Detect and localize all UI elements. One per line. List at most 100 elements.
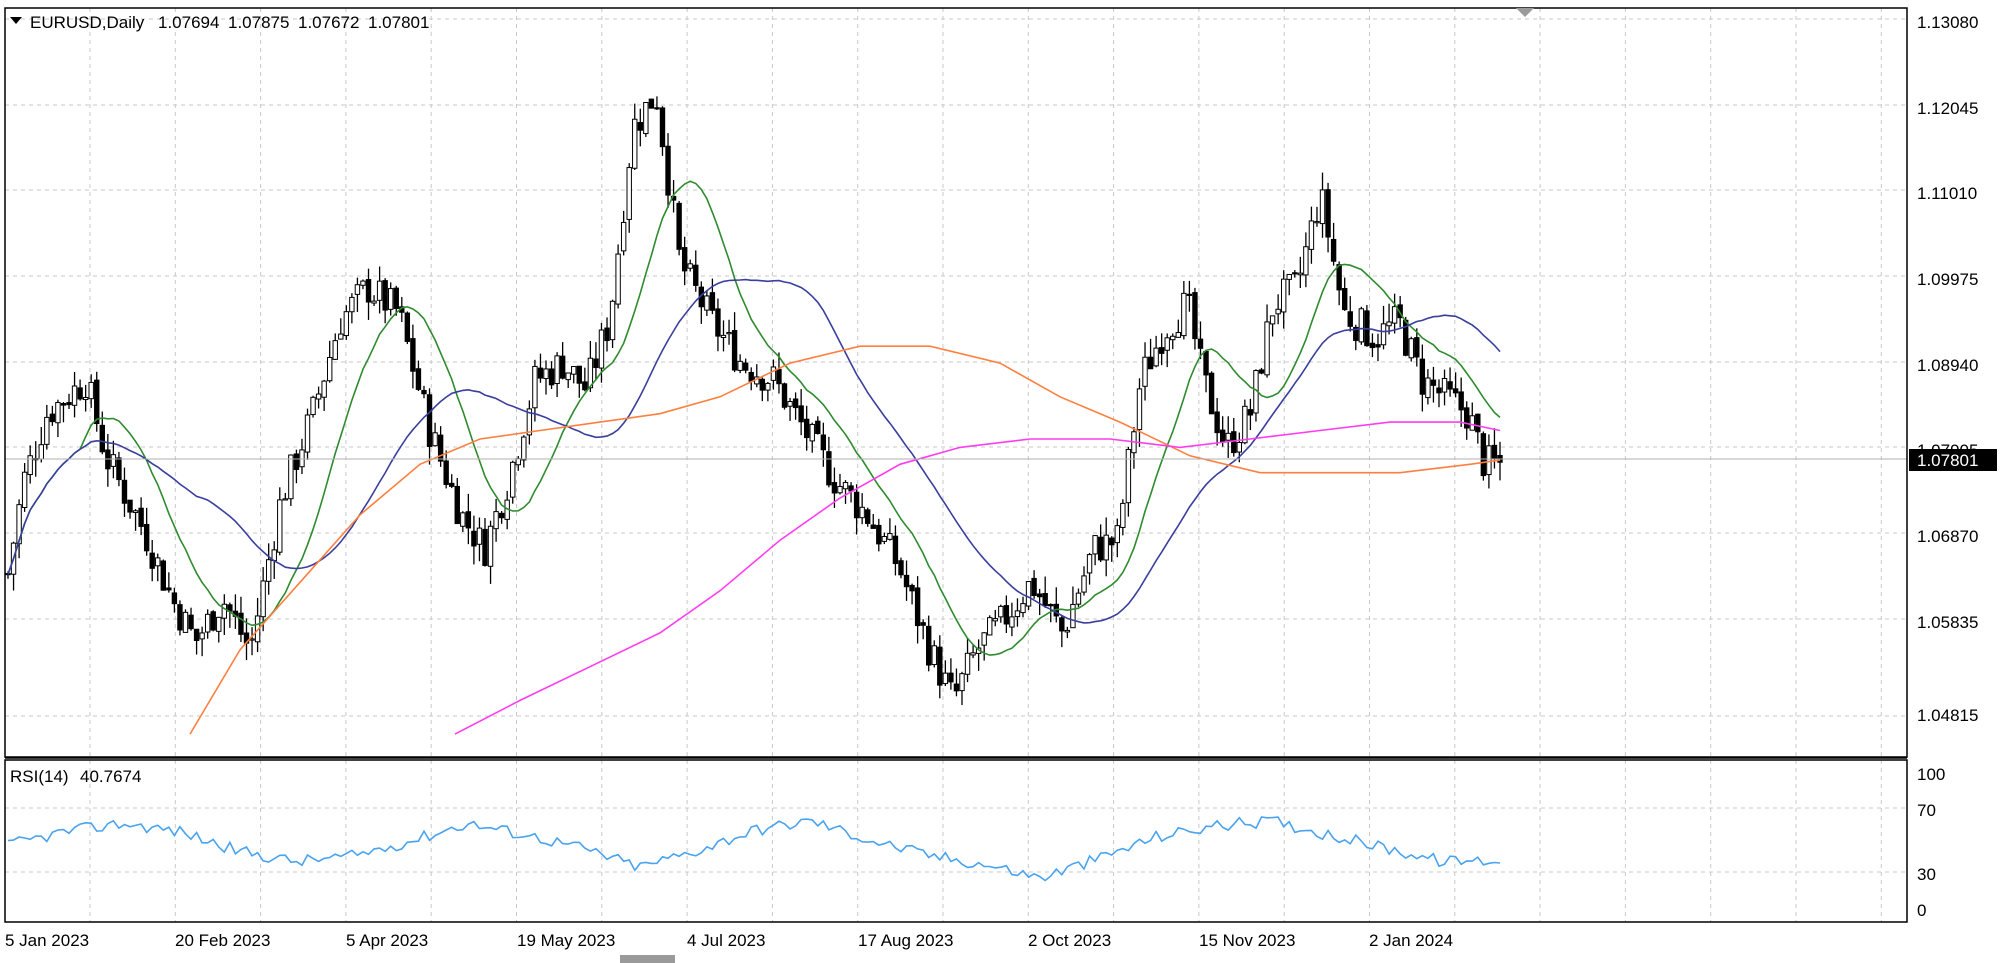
candle-body [842,482,849,490]
candle-body [16,504,22,545]
candle-body [1308,220,1315,250]
ma-magenta-line [454,421,1501,735]
candle-body [1042,593,1048,607]
candle-body [1447,381,1453,390]
candle-body [38,444,44,460]
candle-body [726,331,732,335]
candle-body [604,327,610,342]
candle-body [121,479,128,504]
candle-body [166,587,172,591]
rsi-frame [4,759,1908,923]
candle-body [304,414,311,453]
chart-shift-icon[interactable] [1516,8,1534,17]
candle-body [293,453,300,470]
candle-body [21,471,28,508]
candle-body [942,672,949,685]
candle-body [60,403,67,406]
candle-body [704,295,710,311]
candle-body [49,413,56,423]
candle-body [798,405,804,423]
candle-body [1081,575,1087,593]
candle-body [909,584,915,592]
candle-body [815,420,821,435]
candle-body [1064,629,1071,633]
candle-body [1153,347,1159,367]
candle-body [332,340,338,360]
candle-body [1391,306,1398,324]
candle-body [992,618,998,622]
candle-body [1181,292,1187,337]
candle-body [99,424,105,453]
candle-body [659,107,666,148]
candle-body [365,279,372,303]
candle-body [299,449,305,468]
candle-body [770,366,777,381]
candle-body [404,312,411,342]
candle-body [709,292,716,311]
ohlc-low: 1.07672 [298,13,359,32]
candle-body [77,387,83,400]
candle-body [1475,413,1481,433]
candle-body [465,511,472,529]
candle-body [487,525,494,567]
candle-body [354,284,361,295]
candle-body [914,587,921,627]
candle-body [360,280,366,286]
candle-body [587,357,594,389]
candle-body [1103,534,1109,561]
candle-body [687,263,693,269]
candle-body [526,408,533,436]
candle-body [1236,442,1243,453]
candle-body [493,511,499,530]
candle-body [454,485,460,525]
candle-body [1219,429,1226,443]
candle-body [221,603,228,619]
candle-body [720,334,727,338]
candle-body [132,510,139,513]
candle-body [559,355,566,379]
scroll-marker[interactable] [620,955,675,963]
candle-body [443,460,449,485]
candle-body [1380,323,1387,346]
chart-frame [4,7,1908,758]
date-label: 2 Oct 2023 [1028,931,1111,950]
candle-body [449,482,455,487]
candle-body [926,625,932,666]
candle-body [1225,432,1231,441]
candle-body [1158,347,1165,354]
candle-body [1258,369,1265,374]
candle-body [537,367,544,379]
candle-body [1175,332,1182,338]
candle-body [853,491,860,519]
rsi-series-line [7,816,1501,882]
candle-body [138,507,144,527]
candle-body [1147,356,1154,370]
candle-body [1341,287,1348,311]
candle-body [876,524,882,545]
candle-body [482,528,488,566]
candle-body [1003,605,1010,625]
candle-body [1408,338,1414,359]
candle-body [981,632,987,646]
candle-body [826,451,832,486]
candle-body [110,454,117,467]
candle-body [1292,272,1298,275]
candle-body [437,434,444,462]
date-label: 5 Jan 2023 [5,931,89,950]
candle-body [1186,293,1193,296]
candle-body [1319,189,1326,225]
ohlc-open: 1.07694 [158,13,219,32]
candle-body [1092,535,1098,555]
candle-body [410,338,416,372]
candle-body [1264,321,1270,376]
candle-body [998,605,1004,618]
candle-body [759,378,766,391]
price-tick: 1.12045 [1917,99,1978,118]
candle-body [598,329,605,369]
candle-body [515,458,521,466]
candle-body [1314,221,1320,224]
candle-body [216,616,222,632]
candle-body [1425,377,1431,399]
triangle-down-icon[interactable] [10,17,22,24]
